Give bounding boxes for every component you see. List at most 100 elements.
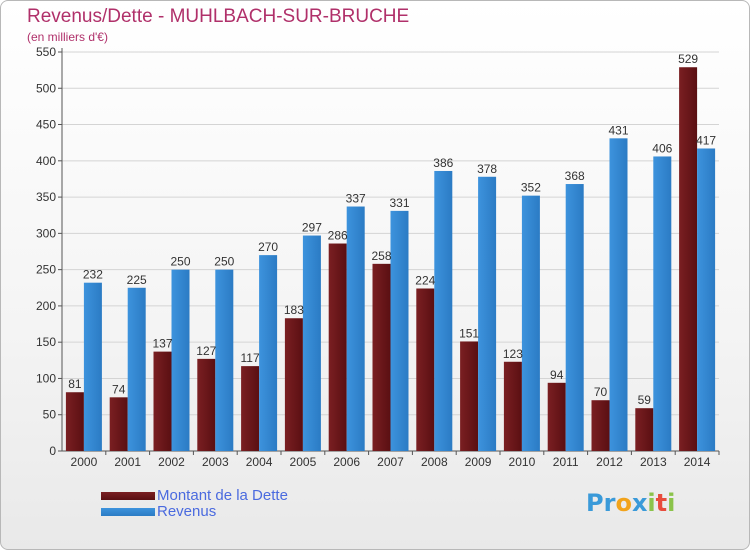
y-tick-label: 100 [36, 371, 56, 385]
data-label-revenue: 386 [433, 156, 453, 170]
x-tick-label: 2001 [114, 455, 141, 469]
y-tick-label: 350 [36, 190, 56, 204]
x-tick-label: 2010 [509, 455, 536, 469]
x-tick-label: 2006 [333, 455, 360, 469]
bar-debt [635, 408, 654, 451]
y-tick-label: 300 [36, 226, 56, 240]
bar-revenue [171, 269, 190, 451]
legend-swatch-debt [101, 492, 155, 500]
bar-debt [679, 67, 698, 451]
y-tick-label: 400 [36, 154, 56, 168]
data-label-revenue: 368 [565, 169, 585, 183]
bar-revenue [653, 156, 672, 451]
data-label-debt: 286 [328, 229, 348, 243]
logo-letter: P [586, 489, 604, 517]
legend-label-revenue: Revenus [157, 503, 217, 520]
data-label-debt: 127 [196, 344, 216, 358]
y-tick-label: 450 [36, 118, 56, 132]
chart-title: Revenus/Dette - MUHLBACH-SUR-BRUCHE [27, 6, 410, 27]
legend-label-debt: Montant de la Dette [157, 487, 288, 504]
x-tick-label: 2011 [553, 455, 579, 469]
logo-letter: i [667, 489, 676, 517]
data-label-debt: 183 [284, 303, 304, 317]
bar-debt [328, 243, 347, 451]
y-tick-label: 250 [36, 263, 56, 277]
bar-revenue [302, 235, 321, 451]
data-label-debt: 151 [459, 326, 479, 340]
data-label-debt: 59 [638, 393, 652, 407]
bar-revenue [83, 282, 102, 451]
bar-debt [547, 382, 566, 451]
data-label-debt: 70 [594, 385, 608, 399]
bar-debt [284, 318, 303, 451]
bar-revenue [521, 195, 540, 451]
data-label-revenue: 297 [302, 221, 322, 235]
bar-revenue [127, 287, 146, 451]
y-tick-label: 0 [49, 444, 56, 458]
bar-revenue [478, 176, 497, 451]
x-tick-label: 2000 [71, 455, 98, 469]
bar-debt [153, 351, 172, 451]
logo-letter: x [631, 489, 648, 517]
bar-debt [65, 392, 84, 451]
chart-subtitle: (en milliers d'€) [27, 30, 108, 44]
data-label-revenue: 431 [608, 123, 628, 137]
x-tick-label: 2003 [202, 455, 229, 469]
data-label-debt: 123 [503, 347, 523, 361]
data-label-revenue: 406 [652, 141, 672, 155]
y-tick-label: 200 [36, 299, 56, 313]
bar-debt [503, 361, 522, 451]
bar-revenue [697, 148, 716, 451]
data-label-revenue: 352 [521, 181, 541, 195]
bar-revenue [434, 170, 453, 451]
x-tick-label: 2005 [290, 455, 317, 469]
bar-debt [416, 288, 435, 451]
proxiti-logo: Proxiti [586, 489, 675, 517]
x-tick-label: 2009 [465, 455, 492, 469]
bar-revenue [259, 255, 278, 451]
logo-letter: o [615, 489, 632, 517]
x-tick-label: 2014 [684, 455, 711, 469]
bar-debt [197, 358, 216, 451]
data-label-debt: 137 [152, 337, 172, 351]
legend-swatch-revenue [101, 508, 155, 516]
data-label-debt: 74 [112, 382, 126, 396]
bar-revenue [609, 138, 628, 451]
data-label-revenue: 270 [258, 240, 278, 254]
x-tick-label: 2007 [377, 455, 404, 469]
data-label-revenue: 250 [170, 255, 190, 269]
x-tick-label: 2004 [246, 455, 273, 469]
data-label-revenue: 225 [127, 273, 147, 287]
x-tick-label: 2013 [640, 455, 667, 469]
logo-letter: t [655, 489, 668, 517]
bar-debt [109, 397, 128, 451]
data-label-revenue: 417 [696, 133, 716, 147]
bar-debt [591, 400, 610, 451]
data-label-debt: 94 [550, 368, 564, 382]
y-tick-label: 150 [36, 335, 56, 349]
logo-letter: r [603, 489, 616, 517]
data-label-revenue: 331 [389, 196, 409, 210]
logo-letter: i [647, 489, 656, 517]
data-label-debt: 258 [371, 249, 391, 263]
bar-revenue [215, 269, 234, 451]
y-tick-label: 500 [36, 81, 56, 95]
data-label-debt: 529 [678, 52, 698, 66]
data-label-debt: 117 [241, 351, 260, 365]
bar-revenue [346, 206, 365, 451]
data-label-revenue: 378 [477, 162, 497, 176]
bar-debt [460, 341, 479, 451]
y-tick-label: 550 [36, 45, 56, 59]
bar-debt [241, 366, 260, 451]
x-tick-label: 2012 [596, 455, 623, 469]
data-label-revenue: 232 [83, 268, 103, 282]
data-label-debt: 81 [68, 377, 82, 391]
data-label-revenue: 337 [346, 192, 366, 206]
data-label-revenue: 250 [214, 255, 234, 269]
bar-debt [372, 263, 391, 451]
data-label-debt: 224 [415, 273, 435, 287]
x-tick-label: 2008 [421, 455, 448, 469]
y-tick-label: 50 [43, 408, 57, 422]
